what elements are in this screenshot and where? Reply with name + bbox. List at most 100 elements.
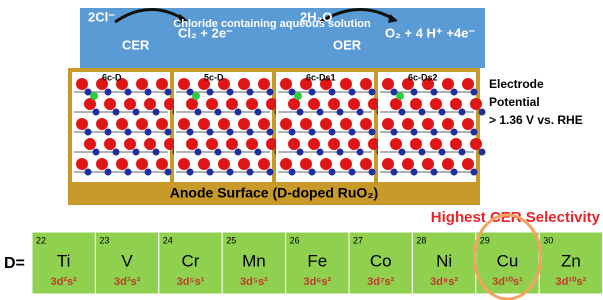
- oxygen-atom: [226, 138, 238, 150]
- oxygen-atom: [390, 138, 402, 150]
- atomic-number: 26: [290, 235, 300, 245]
- element-symbol: Cr: [182, 251, 200, 270]
- ruthenium-atom: [215, 149, 222, 156]
- ruthenium-atom: [329, 129, 336, 136]
- oxygen-atom: [320, 118, 332, 130]
- oxygen-atom: [410, 138, 422, 150]
- oxygen-atom: [340, 78, 352, 90]
- oxygen-atom: [360, 158, 372, 170]
- element-symbol: V: [121, 251, 133, 270]
- ruthenium-atom: [247, 89, 254, 96]
- ruthenium-atom: [207, 129, 214, 136]
- ruthenium-atom: [391, 169, 398, 176]
- element-symbol: Mn: [242, 251, 266, 270]
- ruthenium-atom: [411, 169, 418, 176]
- oxygen-atom: [76, 118, 88, 130]
- oxygen-atom: [178, 158, 190, 170]
- ruthenium-atom: [349, 129, 356, 136]
- ruthenium-atom: [247, 129, 254, 136]
- oxygen-atom: [136, 158, 148, 170]
- oxygen-atom: [308, 138, 320, 150]
- dopant-atom: [192, 92, 200, 100]
- reaction-label: CER: [122, 37, 150, 52]
- oxygen-atom: [238, 78, 250, 90]
- ruthenium-atom: [235, 149, 242, 156]
- oxygen-atom: [178, 78, 190, 90]
- atomic-number: 22: [36, 235, 46, 245]
- ruthenium-atom: [309, 129, 316, 136]
- page: 2Cl⁻ Cl₂ + 2e⁻ CER Chloride containing a…: [0, 0, 603, 300]
- ruthenium-atom: [439, 109, 446, 116]
- oxygen-atom: [280, 118, 292, 130]
- atomic-number: 30: [543, 235, 553, 245]
- ruthenium-atom: [145, 129, 152, 136]
- oxygen-atom: [462, 78, 474, 90]
- oxygen-atom: [124, 98, 136, 110]
- oxygen-atom: [76, 158, 88, 170]
- oxygen-atom: [96, 158, 108, 170]
- oxygen-atom: [156, 118, 168, 130]
- ruthenium-atom: [451, 89, 458, 96]
- electron-config: 3d⁷s²: [367, 276, 394, 288]
- ruthenium-atom: [471, 169, 478, 176]
- ruthenium-atom: [133, 109, 140, 116]
- oxygen-atom: [136, 118, 148, 130]
- ruthenium-atom: [113, 149, 120, 156]
- ruthenium-atom: [471, 89, 478, 96]
- ruthenium-atom: [329, 89, 336, 96]
- atomic-number: 29: [480, 235, 490, 245]
- ruthenium-atom: [227, 129, 234, 136]
- ruthenium-atom: [451, 129, 458, 136]
- ruthenium-atom: [399, 149, 406, 156]
- oxygen-atom: [258, 118, 270, 130]
- oxygen-atom: [300, 158, 312, 170]
- ruthenium-atom: [317, 149, 324, 156]
- element-symbol: Ti: [57, 251, 71, 270]
- ruthenium-atom: [153, 149, 160, 156]
- oxygen-atom: [430, 138, 442, 150]
- oxygen-atom: [156, 78, 168, 90]
- element-symbol: Ni: [436, 251, 452, 270]
- diagram: 2Cl⁻ Cl₂ + 2e⁻ CER Chloride containing a…: [0, 0, 603, 300]
- oxygen-atom: [320, 158, 332, 170]
- oxygen-atom: [402, 158, 414, 170]
- dopant-atom: [294, 92, 302, 100]
- oxygen-atom: [288, 138, 300, 150]
- oxygen-atom: [422, 158, 434, 170]
- oxygen-atom: [328, 138, 340, 150]
- ruthenium-atom: [369, 129, 376, 136]
- electron-config: 3d²s²: [51, 276, 78, 288]
- oxygen-atom: [246, 138, 258, 150]
- oxygen-atom: [246, 98, 258, 110]
- ruthenium-atom: [349, 169, 356, 176]
- oxygen-atom: [178, 118, 190, 130]
- ruthenium-atom: [431, 129, 438, 136]
- oxygen-atom: [450, 98, 462, 110]
- panel-label: 6c-Ds1: [306, 72, 336, 82]
- oxygen-atom: [206, 98, 218, 110]
- dopant-atom: [396, 92, 404, 100]
- oxygen-atom: [144, 138, 156, 150]
- ruthenium-atom: [411, 89, 418, 96]
- ruthenium-atom: [215, 109, 222, 116]
- oxygen-atom: [430, 98, 442, 110]
- oxygen-atom: [340, 158, 352, 170]
- oxygen-atom: [144, 98, 156, 110]
- ruthenium-atom: [235, 109, 242, 116]
- oxygen-atom: [238, 158, 250, 170]
- ruthenium-atom: [411, 129, 418, 136]
- oxygen-atom: [422, 118, 434, 130]
- ruthenium-atom: [459, 149, 466, 156]
- prefix: D=: [4, 255, 25, 272]
- ruthenium-atom: [125, 129, 132, 136]
- atomic-number: 25: [226, 235, 236, 245]
- ruthenium-atom: [93, 149, 100, 156]
- electron-config: 3d⁸s²: [430, 276, 458, 288]
- ruthenium-atom: [309, 169, 316, 176]
- oxygen-atom: [470, 138, 482, 150]
- ruthenium-atom: [145, 169, 152, 176]
- ruthenium-atom: [85, 169, 92, 176]
- ruthenium-atom: [195, 109, 202, 116]
- electron-config: 3d⁶s²: [303, 276, 331, 288]
- reaction-label: OER: [333, 37, 362, 52]
